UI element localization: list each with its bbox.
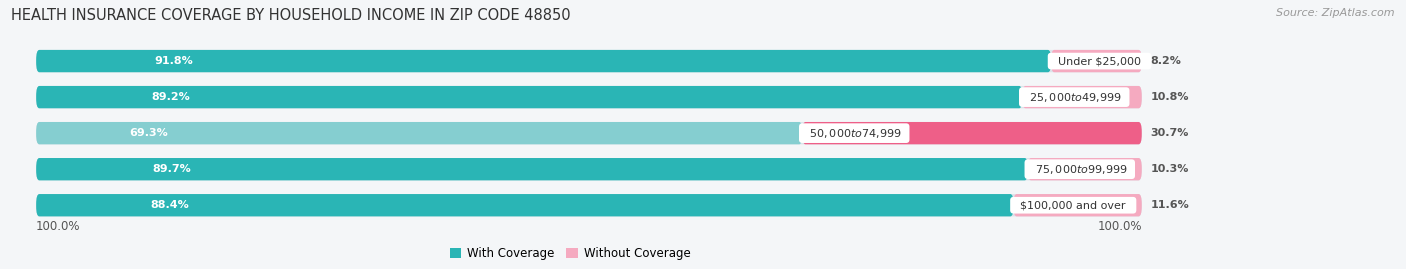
FancyBboxPatch shape [1014,194,1142,216]
Text: $75,000 to $99,999: $75,000 to $99,999 [1028,163,1132,176]
Text: 8.2%: 8.2% [1150,56,1181,66]
Text: $50,000 to $74,999: $50,000 to $74,999 [803,127,905,140]
Text: $100,000 and over: $100,000 and over [1014,200,1133,210]
Text: HEALTH INSURANCE COVERAGE BY HOUSEHOLD INCOME IN ZIP CODE 48850: HEALTH INSURANCE COVERAGE BY HOUSEHOLD I… [11,8,571,23]
Text: 11.6%: 11.6% [1150,200,1189,210]
Text: $25,000 to $49,999: $25,000 to $49,999 [1022,91,1126,104]
FancyBboxPatch shape [37,86,1022,108]
Text: 10.3%: 10.3% [1150,164,1189,174]
Text: 91.8%: 91.8% [155,56,193,66]
FancyBboxPatch shape [37,158,1142,180]
Text: 100.0%: 100.0% [37,220,80,233]
Text: Source: ZipAtlas.com: Source: ZipAtlas.com [1277,8,1395,18]
FancyBboxPatch shape [1022,86,1142,108]
Text: Under $25,000: Under $25,000 [1052,56,1149,66]
Text: 10.8%: 10.8% [1150,92,1189,102]
Text: 69.3%: 69.3% [129,128,169,138]
Text: 100.0%: 100.0% [1097,220,1142,233]
FancyBboxPatch shape [37,122,1142,144]
FancyBboxPatch shape [803,122,1142,144]
Text: 88.4%: 88.4% [150,200,190,210]
Text: 89.2%: 89.2% [152,92,190,102]
Legend: With Coverage, Without Coverage: With Coverage, Without Coverage [444,242,696,265]
FancyBboxPatch shape [1028,158,1142,180]
FancyBboxPatch shape [1052,50,1142,72]
FancyBboxPatch shape [37,194,1142,216]
FancyBboxPatch shape [37,158,1028,180]
FancyBboxPatch shape [37,86,1142,108]
Text: 30.7%: 30.7% [1150,128,1189,138]
FancyBboxPatch shape [37,194,1014,216]
FancyBboxPatch shape [37,50,1142,72]
Text: 89.7%: 89.7% [152,164,191,174]
FancyBboxPatch shape [37,50,1052,72]
FancyBboxPatch shape [37,122,803,144]
